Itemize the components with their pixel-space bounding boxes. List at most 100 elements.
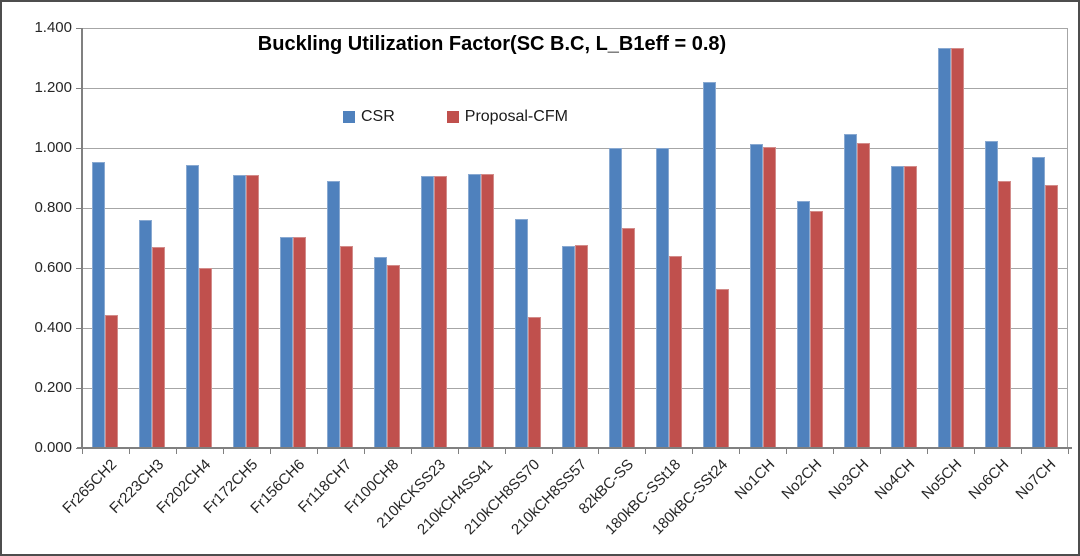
x-category-label: No6CH [965,456,1013,503]
bar-proposal-cfm-210kCH8SS70 [528,316,542,448]
gridline [82,208,1068,209]
y-axis-tick-label: 1.000 [34,139,72,156]
legend-swatch-csr [343,111,355,123]
bar-proposal-cfm-No2CH [809,211,823,448]
bar-proposal-cfm-210kCH8SS57 [575,244,588,448]
bar-csr-Fr118CH7 [327,181,341,448]
bar-proposal-cfm-82kBC-SS [621,228,635,448]
x-axis-tick [598,449,600,454]
legend-swatch-proposal-cfm [446,111,459,123]
x-axis-tick [645,449,647,454]
bar-proposal-cfm-Fr265CH2 [105,314,119,448]
bar-csr-210kCH8SS70 [515,218,529,448]
legend-item-proposal-cfm: Proposal-CFM [446,108,568,126]
bar-proposal-cfm-180kBC-SSt18 [668,255,682,448]
bar-csr-No7CH [1031,157,1045,448]
x-axis-tick [786,449,788,454]
y-axis-tick [76,28,82,29]
x-axis-tick [457,449,459,454]
y-axis-tick [76,328,82,329]
bar-csr-No2CH [796,201,810,448]
gridline [82,28,1068,29]
bar-csr-210kCH8SS57 [562,245,575,448]
bar-csr-No5CH [937,47,951,448]
bar-csr-Fr202CH4 [186,164,200,448]
x-axis-tick [1068,449,1069,454]
y-axis-tick [76,208,82,209]
bar-proposal-cfm-No4CH [903,166,917,448]
y-axis-tick-label: 0.400 [34,319,72,336]
bar-csr-210kCKSS23 [421,175,435,448]
y-axis-tick [76,388,82,389]
bar-proposal-cfm-No6CH [997,181,1011,448]
x-category-label: No2CH [777,456,825,503]
plot-right-border [1067,28,1068,448]
y-axis-tick [76,148,82,149]
y-axis-tick-label: 0.000 [34,439,72,456]
chart-title: Buckling Utilization Factor(SC B.C, L_B1… [257,33,727,55]
x-axis-tick [692,449,694,454]
x-axis-tick [363,449,365,454]
x-category-label: No4CH [871,456,919,503]
y-axis-tick-label: 1.200 [34,79,72,96]
y-axis-tick-label: 0.200 [34,379,72,396]
bar-proposal-cfm-Fr223CH3 [152,247,166,448]
y-axis-tick [76,268,82,269]
bar-proposal-cfm-Fr100CH8 [387,265,401,448]
bar-proposal-cfm-Fr118CH7 [340,246,354,448]
x-axis-tick [269,449,271,454]
x-category-label: No7CH [1012,456,1060,503]
x-category-label: No3CH [824,456,872,503]
x-axis-tick [927,449,929,454]
bar-proposal-cfm-No1CH [762,146,776,448]
bar-csr-Fr223CH3 [139,220,153,448]
bar-proposal-cfm-No7CH [1044,184,1058,448]
legend-item-csr: CSR [343,108,395,126]
bar-csr-210kCH4SS41 [468,174,482,448]
bar-csr-Fr172CH5 [233,175,247,448]
bar-csr-180kBC-SSt18 [655,148,669,448]
y-axis-tick [76,448,82,449]
bar-csr-No3CH [843,133,857,448]
x-axis-tick [410,449,412,454]
legend-label-csr: CSR [361,108,395,125]
y-axis-tick-label: 1.400 [34,19,72,36]
x-axis-tick [739,449,741,454]
gridline [82,88,1068,89]
x-axis-tick [222,449,224,454]
bar-csr-Fr156CH6 [280,236,294,448]
legend-label-proposal-cfm: Proposal-CFM [464,108,568,125]
x-axis-tick [551,449,553,454]
bar-csr-82kBC-SS [608,148,622,448]
bar-csr-No4CH [890,166,904,448]
x-category-label: No1CH [731,456,778,503]
y-axis-line [81,28,83,449]
x-axis-tick [504,449,506,454]
bar-proposal-cfm-No5CH [950,47,964,448]
bar-csr-No1CH [749,143,763,448]
bar-csr-Fr265CH2 [92,161,106,448]
bar-csr-No6CH [984,140,998,448]
x-axis-tick [316,449,318,454]
bar-proposal-cfm-210kCH4SS41 [481,174,495,448]
y-axis-tick-label: 0.600 [34,259,72,276]
bar-proposal-cfm-180kBC-SSt24 [715,289,729,448]
plot-area [82,28,1068,448]
x-axis-tick [175,449,177,454]
y-axis-tick [76,88,82,89]
x-axis-tick [128,449,130,454]
legend: CSR Proposal-CFM [343,108,568,126]
bar-proposal-cfm-Fr172CH5 [246,175,260,448]
x-axis-tick [1021,449,1023,454]
bar-csr-180kBC-SSt24 [702,82,716,448]
bar-csr-Fr100CH8 [374,256,388,448]
bar-proposal-cfm-210kCKSS23 [434,175,448,448]
y-axis-tick-label: 0.800 [34,199,72,216]
x-axis-tick [880,449,882,454]
bar-proposal-cfm-No3CH [856,142,870,448]
x-axis-tick [974,449,976,454]
x-category-label: No5CH [918,456,966,503]
bar-proposal-cfm-Fr202CH4 [199,268,213,448]
x-axis-tick [833,449,835,454]
